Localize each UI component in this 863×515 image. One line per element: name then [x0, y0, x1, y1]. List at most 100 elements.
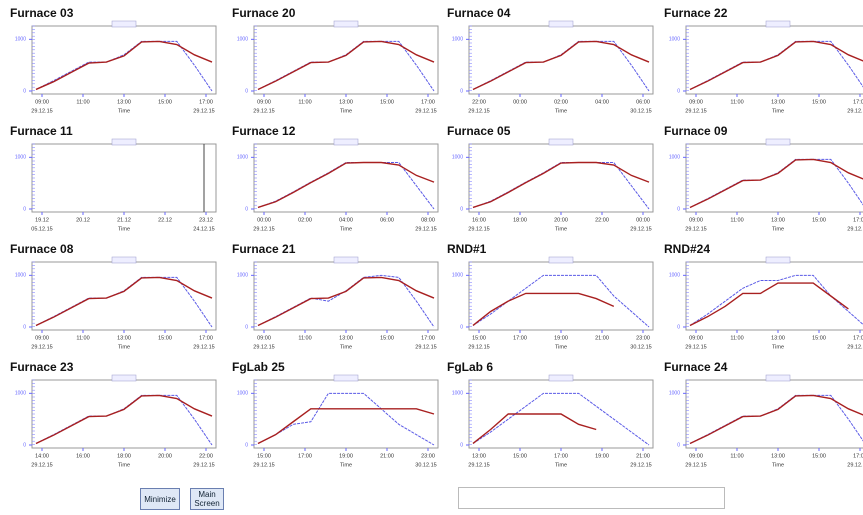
panel-title: Furnace 20: [232, 6, 296, 20]
plot-area: [685, 143, 863, 213]
panel: Furnace 05 0 1000 16:00 18:00 20:00 22:00 00:00…: [447, 124, 654, 232]
x-axis-label: Time: [340, 108, 352, 114]
x-axis-label: Time: [118, 226, 130, 232]
x-tick-label: 19:00: [554, 335, 568, 341]
date-right: 29.12.15: [630, 226, 651, 232]
date-right: 29.12.15: [193, 462, 214, 468]
actual-line: [35, 40, 213, 91]
panel-title: Furnace 05: [447, 124, 511, 138]
x-tick-label: 17:00: [513, 335, 527, 341]
y-tick-label: 1000: [15, 37, 26, 43]
x-axis-label: Time: [555, 226, 567, 232]
actual-line: [257, 408, 435, 445]
legend-box: [111, 138, 137, 146]
x-axis-label: Time: [340, 226, 352, 232]
legend-box: [333, 138, 359, 146]
legend-box: [765, 138, 791, 146]
y-tick-label: 0: [460, 442, 463, 448]
x-tick-label: 04:00: [339, 217, 353, 223]
setpoint-line: [472, 392, 650, 446]
panel-title: Furnace 21: [232, 242, 296, 256]
y-tick-label: 0: [460, 88, 463, 94]
actual-line: [257, 40, 435, 91]
date-right: 29.12.15: [193, 108, 214, 114]
x-tick-label: 21:00: [380, 453, 394, 459]
x-tick-label: 09:00: [689, 335, 703, 341]
panel: Furnace 08 0 1000 09:00 11:00 13:00 15:00 17:00…: [10, 242, 217, 350]
setpoint-line: [472, 274, 650, 328]
date-right: 30.12.15: [415, 462, 436, 468]
x-tick-label: 15:00: [380, 335, 394, 341]
x-tick-label: 02:00: [298, 217, 312, 223]
plot-area: [685, 25, 863, 95]
x-tick-label: 06:00: [636, 99, 650, 105]
actual-line: [472, 292, 615, 326]
date-right: 29.12.15: [847, 226, 863, 232]
date-left: 29.12.15: [31, 462, 52, 468]
setpoint-line: [257, 392, 435, 446]
x-tick-label: 20.12: [76, 217, 90, 223]
panel-title: Furnace 24: [664, 360, 728, 374]
x-tick-label: 11:00: [730, 453, 743, 459]
x-tick-label: 17:00: [853, 453, 863, 459]
x-tick-label: 11:00: [298, 99, 311, 105]
x-tick-label: 18:00: [117, 453, 131, 459]
minimize-button[interactable]: Minimize: [140, 488, 180, 510]
x-tick-label: 13:00: [117, 335, 131, 341]
plot-area: [468, 261, 654, 331]
y-tick-label: 1000: [669, 273, 680, 279]
y-tick-label: 0: [23, 324, 26, 330]
panel: Furnace 11 0 1000 19.12 20.12 21.12 22.12 23.12…: [10, 124, 217, 232]
y-tick-label: 1000: [15, 391, 26, 397]
panel: Furnace 22 0 1000 09:00 11:00 13:00 15:00 17:00…: [664, 6, 863, 114]
x-tick-label: 08:00: [421, 217, 435, 223]
legend-box: [111, 374, 137, 382]
setpoint-line: [35, 40, 213, 92]
date-right: 29.12.15: [193, 344, 214, 350]
y-tick-label: 0: [245, 442, 248, 448]
legend-box: [111, 20, 137, 28]
x-tick-label: 23.12: [199, 217, 213, 223]
actual-line: [472, 413, 597, 444]
x-tick-label: 11:00: [76, 99, 89, 105]
date-left: 29.12.15: [253, 226, 274, 232]
x-tick-label: 15:00: [812, 453, 826, 459]
x-axis-label: Time: [772, 344, 784, 350]
x-axis-label: Time: [555, 108, 567, 114]
actual-line: [257, 276, 435, 327]
x-tick-label: 22:00: [472, 99, 486, 105]
panel-title: Furnace 04: [447, 6, 511, 20]
date-right: 29.12.15: [847, 462, 863, 468]
date-left: 29.12.15: [253, 344, 274, 350]
x-axis-label: Time: [555, 462, 567, 468]
actual-line: [257, 161, 435, 209]
legend-box: [333, 374, 359, 382]
x-tick-label: 17:00: [554, 453, 568, 459]
y-tick-label: 1000: [237, 391, 248, 397]
date-left: 29.12.15: [31, 344, 52, 350]
main-screen-button[interactable]: Main Screen: [190, 488, 224, 510]
y-tick-label: 0: [23, 206, 26, 212]
panel: RND#24 0 1000 09:00 11:00 13:00 15:00 17:00 29.1…: [664, 242, 863, 350]
legend-box: [111, 256, 137, 264]
y-tick-label: 1000: [452, 37, 463, 43]
plot-area: [685, 261, 863, 331]
x-tick-label: 13:00: [771, 453, 785, 459]
date-left: 29.12.15: [685, 462, 706, 468]
panel: FgLab 6 0 1000 13:00 15:00 17:00 19:00 21:00 29.…: [447, 360, 654, 468]
panel: Furnace 20 0 1000 09:00 11:00 13:00 15:00 17:00…: [232, 6, 439, 114]
x-tick-label: 22:00: [199, 453, 213, 459]
panel: Furnace 09 0 1000 09:00 11:00 13:00 15:00 17:00…: [664, 124, 863, 232]
y-tick-label: 0: [677, 206, 680, 212]
y-tick-label: 0: [677, 88, 680, 94]
legend-box: [333, 256, 359, 264]
date-left: 29.12.15: [468, 344, 489, 350]
legend-box: [333, 20, 359, 28]
x-tick-label: 21:00: [595, 335, 609, 341]
text-field[interactable]: [458, 487, 725, 509]
panel-title: Furnace 12: [232, 124, 296, 138]
x-tick-label: 16:00: [472, 217, 486, 223]
x-tick-label: 22:00: [595, 217, 609, 223]
panel-title: Furnace 11: [10, 124, 73, 138]
panel-title: Furnace 22: [664, 6, 728, 20]
